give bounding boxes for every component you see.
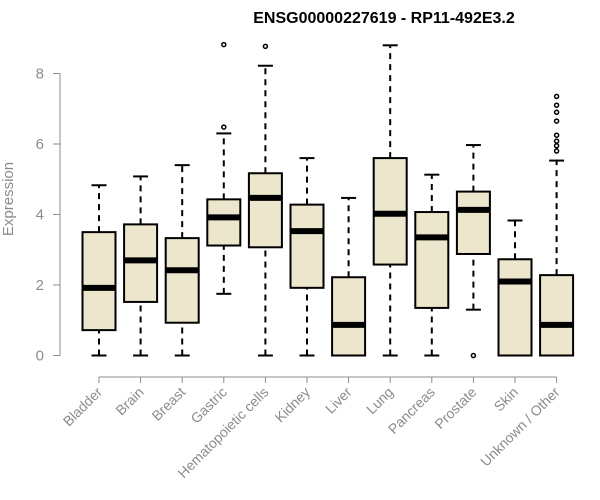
x-tick-label: Kidney (272, 384, 314, 426)
outlier-point (553, 148, 560, 154)
box-liver (331, 196, 367, 357)
outlier-point (553, 143, 560, 149)
x-tick-label: Bladder (60, 384, 106, 430)
box-prostate (455, 144, 491, 359)
outlier-point (553, 93, 560, 100)
box-iqr (331, 276, 367, 357)
box-iqr (164, 237, 200, 324)
boxes-group (81, 41, 575, 359)
box-breast (164, 164, 200, 357)
outlier-point (470, 352, 477, 359)
x-tick-label: Skin (491, 384, 522, 415)
x-tick-label: Lung (363, 384, 396, 417)
box-iqr (206, 198, 242, 247)
box-gastric (206, 41, 242, 295)
y-axis-label: Expression (0, 162, 17, 236)
x-tick-label: Prostate (431, 384, 479, 432)
y-axis: 0 2 4 6 8 (36, 66, 61, 365)
box-iqr (455, 190, 491, 255)
outlier-point (553, 109, 560, 116)
box-lung (372, 44, 408, 357)
box-kidney (289, 157, 325, 357)
y-tick-label: 0 (36, 348, 44, 365)
x-tick-label: Liver (322, 384, 355, 417)
y-tick-label: 6 (36, 136, 44, 153)
box-bladder (81, 184, 117, 357)
outlier-point (221, 41, 227, 48)
outlier-point (553, 132, 560, 138)
box-iqr (81, 231, 117, 332)
x-tick-label: Breast (148, 384, 188, 424)
box-skin (497, 219, 533, 357)
x-tick-label: Brain (112, 384, 146, 418)
chart-title: ENSG00000227619 - RP11-492E3.2 (253, 10, 515, 27)
y-tick-label: 2 (36, 277, 44, 294)
y-tick-label: 4 (36, 207, 44, 224)
outlier-point (553, 138, 560, 144)
outlier-point (262, 43, 269, 50)
x-tick-label: Unknown / Other (477, 384, 563, 470)
box-iqr (539, 274, 575, 357)
box-iqr (289, 203, 325, 289)
box-iqr (247, 172, 283, 249)
y-tick-label: 8 (36, 66, 44, 83)
box-brain (123, 175, 159, 357)
outlier-point (221, 124, 227, 130)
outlier-point (553, 118, 560, 124)
box-pancreas (414, 173, 450, 357)
box-hematopoietic-cells (247, 43, 283, 357)
box-unknown-other (539, 93, 575, 357)
box-iqr (414, 211, 450, 309)
box-iqr (497, 258, 533, 357)
outlier-point (553, 102, 560, 108)
